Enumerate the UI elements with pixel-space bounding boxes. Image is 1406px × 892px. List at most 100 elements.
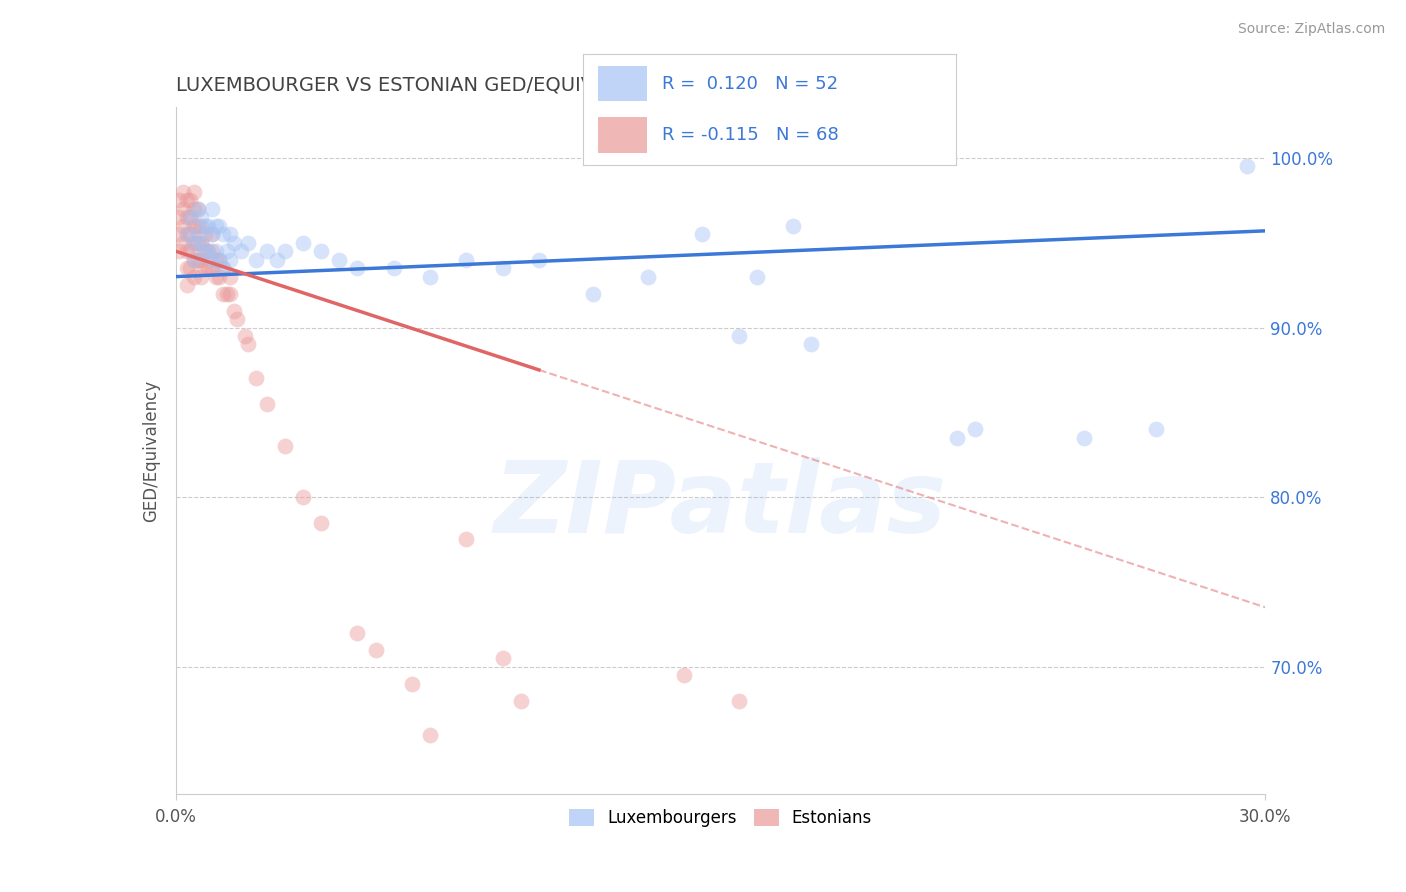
Estonians — [245, 371, 267, 385]
Luxembourgers — [419, 269, 441, 284]
Estonians — [176, 244, 198, 259]
Luxembourgers — [222, 235, 245, 250]
Estonians — [183, 219, 205, 233]
Luxembourgers — [231, 244, 253, 259]
Estonians — [727, 693, 749, 707]
Estonians — [456, 533, 478, 547]
Estonians — [179, 261, 201, 276]
Luxembourgers — [201, 227, 224, 242]
Luxembourgers — [197, 219, 219, 233]
Text: LUXEMBOURGER VS ESTONIAN GED/EQUIVALENCY CORRELATION CHART: LUXEMBOURGER VS ESTONIAN GED/EQUIVALENCY… — [176, 75, 886, 95]
Luxembourgers — [266, 252, 288, 267]
Luxembourgers — [219, 252, 242, 267]
Luxembourgers — [256, 244, 278, 259]
Luxembourgers — [945, 431, 967, 445]
Luxembourgers — [179, 211, 201, 225]
Estonians — [179, 194, 201, 208]
Estonians — [215, 286, 238, 301]
Luxembourgers — [527, 252, 550, 267]
Luxembourgers — [1146, 422, 1168, 436]
Luxembourgers — [183, 235, 205, 250]
Luxembourgers — [194, 244, 217, 259]
Bar — [599, 66, 647, 102]
Estonians — [176, 211, 198, 225]
Estonians — [291, 490, 314, 504]
Estonians — [364, 642, 387, 657]
Estonians — [219, 286, 242, 301]
Luxembourgers — [212, 227, 235, 242]
Luxembourgers — [456, 252, 478, 267]
Estonians — [179, 227, 201, 242]
Estonians — [186, 235, 209, 250]
Luxembourgers — [190, 211, 212, 225]
Luxembourgers — [1236, 160, 1258, 174]
Estonians — [176, 194, 198, 208]
Luxembourgers — [745, 269, 768, 284]
Luxembourgers — [692, 227, 714, 242]
Luxembourgers — [183, 252, 205, 267]
Luxembourgers — [219, 227, 242, 242]
Estonians — [233, 329, 256, 343]
Estonians — [169, 227, 191, 242]
Luxembourgers — [800, 337, 823, 351]
Estonians — [419, 727, 441, 741]
Estonians — [208, 269, 231, 284]
Estonians — [190, 235, 212, 250]
Estonians — [256, 397, 278, 411]
Estonians — [172, 235, 194, 250]
Estonians — [179, 244, 201, 259]
Estonians — [194, 227, 217, 242]
Luxembourgers — [291, 235, 314, 250]
Luxembourgers — [245, 252, 267, 267]
Luxembourgers — [274, 244, 297, 259]
Estonians — [176, 227, 198, 242]
Luxembourgers — [382, 261, 405, 276]
Estonians — [183, 185, 205, 199]
Estonians — [212, 261, 235, 276]
Luxembourgers — [782, 219, 804, 233]
Estonians — [183, 235, 205, 250]
Luxembourgers — [186, 227, 209, 242]
Luxembourgers — [963, 422, 986, 436]
Estonians — [179, 211, 201, 225]
Estonians — [186, 252, 209, 267]
Estonians — [201, 227, 224, 242]
Estonians — [183, 202, 205, 216]
Estonians — [197, 244, 219, 259]
Estonians — [673, 668, 696, 682]
Estonians — [194, 244, 217, 259]
Estonians — [309, 516, 332, 530]
Luxembourgers — [176, 227, 198, 242]
Luxembourgers — [201, 252, 224, 267]
Estonians — [172, 202, 194, 216]
Luxembourgers — [309, 244, 332, 259]
Luxembourgers — [328, 252, 350, 267]
Estonians — [201, 261, 224, 276]
Estonians — [222, 303, 245, 318]
Luxembourgers — [204, 244, 226, 259]
Text: R = -0.115   N = 68: R = -0.115 N = 68 — [662, 126, 838, 144]
Estonians — [197, 261, 219, 276]
Estonians — [238, 337, 260, 351]
Estonians — [204, 252, 226, 267]
Luxembourgers — [492, 261, 515, 276]
Estonians — [190, 219, 212, 233]
Estonians — [172, 219, 194, 233]
Estonians — [274, 439, 297, 453]
Luxembourgers — [238, 235, 260, 250]
Y-axis label: GED/Equivalency: GED/Equivalency — [142, 379, 160, 522]
Luxembourgers — [186, 202, 209, 216]
Estonians — [219, 269, 242, 284]
Text: R =  0.120   N = 52: R = 0.120 N = 52 — [662, 75, 838, 93]
Legend: Luxembourgers, Estonians: Luxembourgers, Estonians — [562, 802, 879, 834]
Estonians — [208, 252, 231, 267]
Luxembourgers — [190, 235, 212, 250]
Estonians — [190, 269, 212, 284]
Estonians — [226, 312, 249, 326]
Estonians — [201, 244, 224, 259]
Estonians — [186, 202, 209, 216]
Estonians — [169, 211, 191, 225]
Luxembourgers — [204, 219, 226, 233]
Estonians — [176, 278, 198, 293]
Estonians — [346, 625, 368, 640]
